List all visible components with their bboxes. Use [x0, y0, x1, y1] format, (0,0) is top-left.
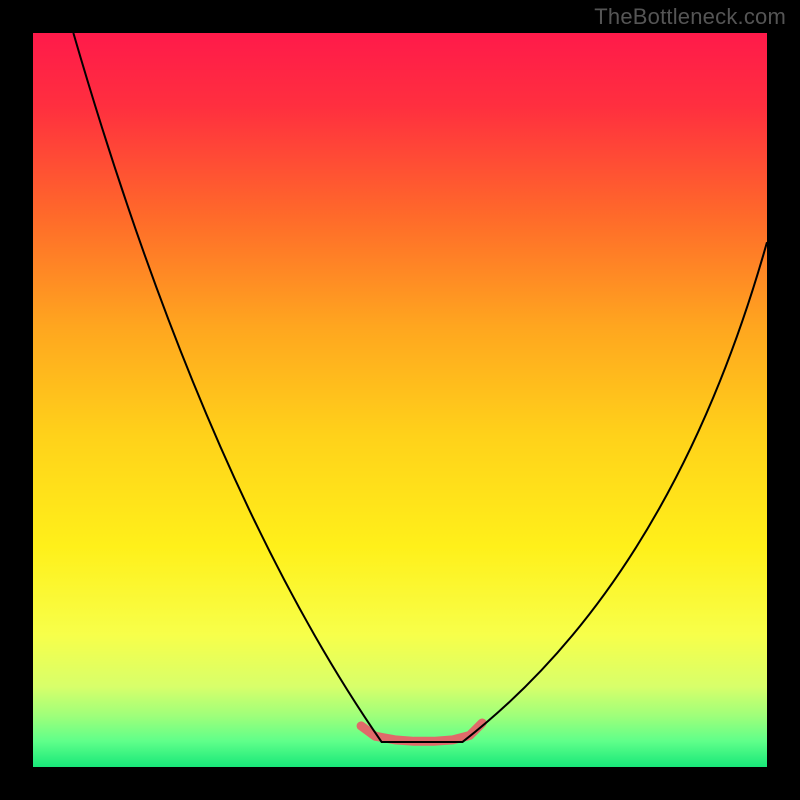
- chart-canvas: TheBottleneck.com: [0, 0, 800, 800]
- watermark-text: TheBottleneck.com: [594, 4, 786, 30]
- plot-svg: [33, 33, 767, 767]
- gradient-background: [33, 33, 767, 767]
- plot-area: [33, 33, 767, 767]
